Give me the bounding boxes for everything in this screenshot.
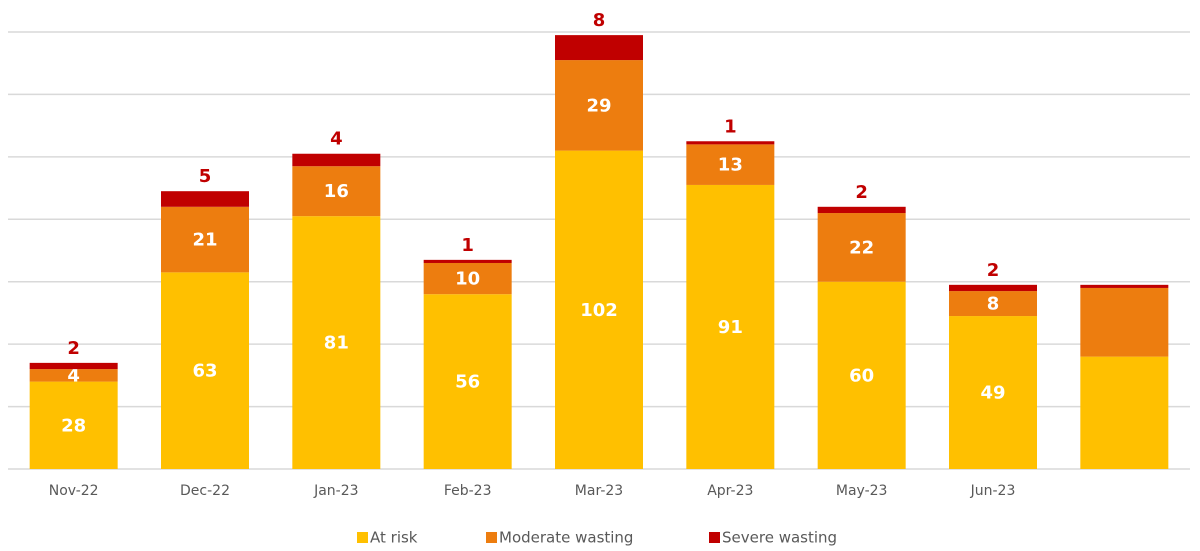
data-label: 8 bbox=[987, 294, 1000, 315]
data-label: 4 bbox=[67, 365, 80, 386]
x-tick-label: May-23 bbox=[836, 483, 888, 499]
bar-segment bbox=[949, 291, 1037, 317]
bar-segment bbox=[1080, 284, 1169, 288]
bar-segment bbox=[817, 213, 906, 282]
data-label: 13 bbox=[718, 155, 743, 176]
x-tick-label: Mar-23 bbox=[575, 483, 623, 499]
data-label: 60 bbox=[849, 365, 874, 386]
legend-swatch bbox=[486, 532, 497, 543]
bar-segment bbox=[949, 284, 1037, 292]
data-label: 28 bbox=[61, 415, 86, 436]
bar-segment bbox=[686, 144, 775, 185]
bar-segment bbox=[29, 381, 118, 469]
x-tick-label: Apr-23 bbox=[707, 483, 753, 499]
bar-segment bbox=[29, 369, 118, 382]
x-tick-label: Dec-22 bbox=[180, 483, 230, 499]
bar-segment bbox=[29, 362, 118, 370]
bar-segment bbox=[161, 272, 249, 469]
bar-segment bbox=[292, 216, 381, 469]
data-label: 49 bbox=[980, 383, 1005, 404]
legend-swatch bbox=[357, 532, 368, 543]
bar-segment bbox=[1080, 356, 1169, 469]
x-tick-label: Jun-23 bbox=[970, 483, 1016, 499]
legend-label: At risk bbox=[370, 529, 418, 547]
bar-segment bbox=[555, 150, 643, 469]
bar-segment bbox=[555, 60, 643, 151]
data-label: 2 bbox=[987, 260, 1000, 281]
data-label: 21 bbox=[192, 230, 217, 251]
legend-label: Moderate wasting bbox=[499, 529, 633, 547]
data-label: 56 bbox=[455, 372, 480, 393]
bar-segment bbox=[161, 206, 249, 273]
data-label: 2 bbox=[67, 338, 80, 359]
bar-segment bbox=[555, 35, 643, 61]
bar-segment bbox=[817, 206, 906, 214]
bar-segment bbox=[949, 316, 1037, 469]
bar-segment bbox=[292, 153, 381, 167]
data-label: 81 bbox=[324, 333, 349, 354]
data-label: 63 bbox=[192, 361, 217, 382]
x-tick-label: Jan-23 bbox=[313, 483, 358, 499]
bar-segment bbox=[161, 191, 249, 207]
bar-segment bbox=[292, 166, 381, 217]
data-label: 16 bbox=[324, 181, 349, 202]
bar-segment bbox=[423, 294, 512, 469]
bar-segment bbox=[686, 141, 775, 145]
bar-segment bbox=[1080, 287, 1169, 357]
x-tick-label: Nov-22 bbox=[49, 483, 99, 499]
data-label: 2 bbox=[855, 182, 868, 203]
data-label: 22 bbox=[849, 237, 874, 258]
data-label: 1 bbox=[461, 235, 474, 256]
data-label: 10 bbox=[455, 269, 480, 290]
data-label: 91 bbox=[718, 317, 743, 338]
data-label: 29 bbox=[586, 95, 611, 116]
x-tick-label: Feb-23 bbox=[444, 483, 492, 499]
bar-segment bbox=[423, 259, 512, 263]
legend-swatch bbox=[709, 532, 720, 543]
data-label: 102 bbox=[580, 300, 618, 321]
bar-segment bbox=[817, 281, 906, 469]
data-label: 8 bbox=[593, 10, 606, 31]
bar-segment bbox=[686, 184, 775, 469]
data-label: 4 bbox=[330, 129, 343, 150]
data-label: 1 bbox=[724, 116, 737, 137]
data-label: 5 bbox=[199, 166, 212, 187]
legend-label: Severe wasting bbox=[722, 529, 837, 547]
bar-segment bbox=[423, 262, 512, 295]
